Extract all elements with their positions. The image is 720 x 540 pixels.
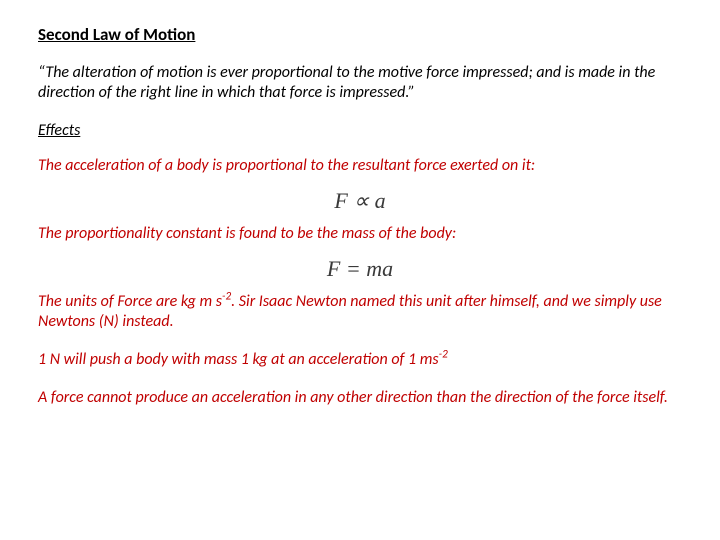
push-pre: 1 N will push a body with mass 1 kg at a… (38, 350, 439, 369)
document-page: Second Law of Motion “The alteration of … (0, 0, 720, 540)
push-sup: -2 (439, 348, 448, 362)
closing-line: A force cannot produce an acceleration i… (38, 388, 682, 408)
effects-heading: Effects (38, 121, 682, 140)
equation-text: F = ma (327, 256, 393, 281)
equation-fma: F = ma (38, 256, 682, 282)
quote-paragraph: “The alteration of motion is ever propor… (38, 63, 682, 103)
accel-proportional-line: The acceleration of a body is proportion… (38, 156, 682, 176)
equation-text: F ∝ a (334, 188, 385, 213)
units-line: The units of Force are kg m s-2. Sir Isa… (38, 292, 682, 332)
equation-proportional: F ∝ a (38, 188, 682, 214)
page-title: Second Law of Motion (38, 24, 682, 45)
units-pre: The units of Force are kg m s (38, 292, 222, 311)
units-sup: -2 (222, 290, 231, 304)
push-line: 1 N will push a body with mass 1 kg at a… (38, 350, 682, 370)
mass-constant-line: The proportionality constant is found to… (38, 224, 682, 244)
